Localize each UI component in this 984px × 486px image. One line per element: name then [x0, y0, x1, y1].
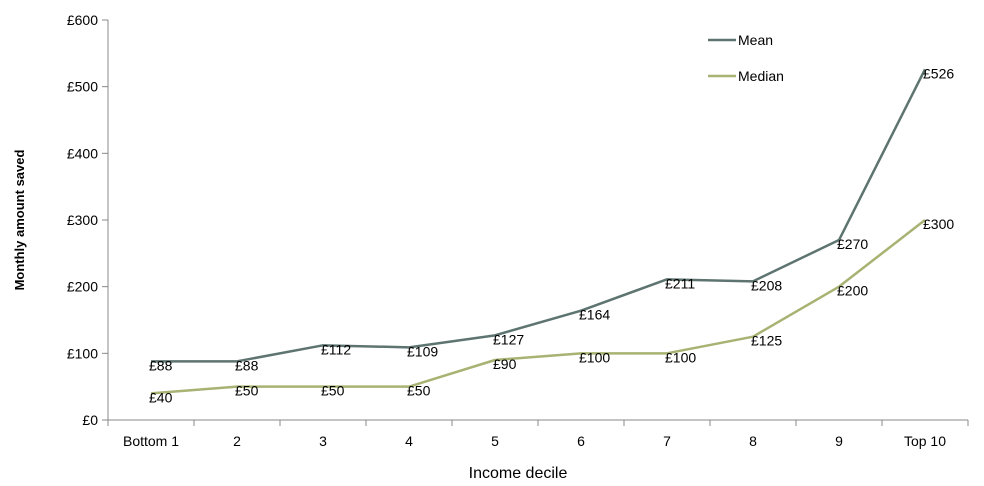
x-tick-label: 8 — [749, 433, 757, 449]
data-label-median: £50 — [235, 383, 259, 399]
data-label-mean: £164 — [579, 307, 610, 323]
data-label-median: £90 — [493, 356, 517, 372]
y-axis: £0 £100 £200 £300 £400 £500 £600 — [67, 12, 109, 428]
y-tick-label: £300 — [67, 212, 98, 228]
series-lines — [150, 68, 927, 395]
legend-label-median: Median — [738, 68, 784, 84]
y-tick-label: £600 — [67, 12, 98, 28]
x-axis-title: Income decile — [469, 465, 568, 482]
x-tick-label: 3 — [319, 433, 327, 449]
x-tick-label: 5 — [491, 433, 499, 449]
data-label-median: £125 — [751, 333, 782, 349]
data-label-median: £40 — [149, 389, 173, 405]
x-tick-label: Top 10 — [904, 433, 946, 449]
x-tick-label: 4 — [405, 433, 413, 449]
data-label-median: £50 — [321, 383, 345, 399]
series-line-mean — [151, 68, 927, 363]
data-label-mean: £270 — [837, 236, 868, 252]
data-label-mean: £526 — [923, 65, 954, 81]
x-tick-label: 2 — [233, 433, 241, 449]
y-tick-label: £100 — [67, 345, 98, 361]
data-label-median: £300 — [923, 216, 954, 232]
y-tick-label: £200 — [67, 279, 98, 295]
data-label-mean: £88 — [235, 357, 259, 373]
x-tick-label: 9 — [835, 433, 843, 449]
data-label-mean: £211 — [665, 275, 695, 291]
x-axis: Bottom 1 2 3 4 5 6 7 8 9 Top 10 — [107, 419, 969, 449]
x-tick-label: Bottom 1 — [123, 433, 179, 449]
data-label-mean: £127 — [493, 331, 524, 347]
y-axis-title: Monthly amount saved — [12, 150, 27, 291]
data-label-mean: £112 — [321, 341, 351, 357]
data-label-mean: £109 — [407, 343, 438, 359]
x-tick-label: 6 — [577, 433, 585, 449]
y-tick-label: £500 — [67, 79, 98, 95]
data-label-mean: £208 — [751, 277, 782, 293]
data-label-mean: £88 — [149, 357, 173, 373]
data-label-median: £50 — [407, 383, 431, 399]
data-label-median: £100 — [665, 349, 696, 365]
data-label-median: £200 — [837, 283, 868, 299]
x-tick-label: 7 — [663, 433, 671, 449]
y-tick-label: £400 — [67, 145, 98, 161]
y-tick-label: £0 — [82, 412, 98, 428]
legend-label-mean: Mean — [738, 32, 773, 48]
data-labels: £88 £88 £112 £109 £127 £164 £211 £208 £270 £526 £4… — [149, 65, 954, 405]
data-label-median: £100 — [579, 349, 610, 365]
legend: Mean Median — [708, 32, 784, 84]
series-line-median — [150, 219, 926, 395]
